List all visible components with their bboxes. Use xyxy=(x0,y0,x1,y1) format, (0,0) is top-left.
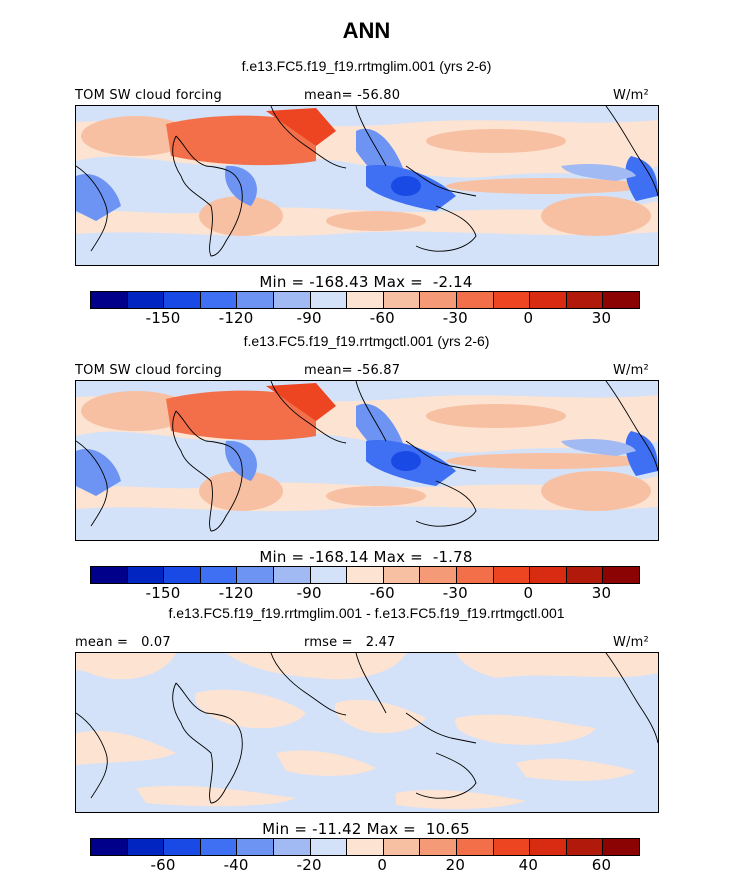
colorbar-tick-label: -120 xyxy=(218,309,254,327)
colorbar-swatch xyxy=(91,567,128,583)
panel-3-contour-field xyxy=(76,653,658,812)
colorbar-swatch xyxy=(127,292,165,308)
colorbar-tick-label: -60 xyxy=(369,309,395,327)
colorbar-tick-label: -60 xyxy=(369,584,395,602)
panel-1-minmax: Min = -168.43 Max = -2.14 xyxy=(259,273,473,291)
colorbar-swatch xyxy=(164,839,201,855)
panel-2-mean-label: mean= -56.87 xyxy=(304,363,401,378)
colorbar-swatch xyxy=(310,292,348,308)
colorbar-swatch xyxy=(347,567,384,583)
panel-1-title: f.e13.FC5.f19_f19.rrtmglim.001 (yrs 2-6) xyxy=(241,58,492,74)
colorbar-tick-label: -30 xyxy=(442,584,468,602)
colorbar-swatch xyxy=(127,839,165,855)
colorbar-tick-label: -60 xyxy=(150,856,176,874)
colorbar-swatch xyxy=(91,292,128,308)
colorbar-tick-label: -150 xyxy=(145,584,181,602)
colorbar-swatch xyxy=(420,839,457,855)
colorbar-swatch xyxy=(493,839,531,855)
colorbar-swatch xyxy=(530,292,567,308)
colorbar-swatch xyxy=(566,567,604,583)
colorbar-swatch xyxy=(347,292,384,308)
colorbar-tick-label: 0 xyxy=(377,856,388,874)
panel-2-title: f.e13.FC5.f19_f19.rrtmgctl.001 (yrs 2-6) xyxy=(243,333,490,349)
colorbar-swatch xyxy=(310,567,348,583)
colorbar-swatch xyxy=(164,567,201,583)
colorbar-swatch xyxy=(420,567,457,583)
panel-3-rmse-label: rmse = 2.47 xyxy=(304,635,396,650)
colorbar-swatch xyxy=(164,292,201,308)
colorbar-swatch xyxy=(237,839,274,855)
colorbar-swatch xyxy=(603,567,639,583)
colorbar-tick-label: -120 xyxy=(218,584,254,602)
colorbar-tick-label: 60 xyxy=(591,856,612,874)
panel-3-map xyxy=(75,652,659,813)
panel-3-colorbar xyxy=(90,838,640,856)
colorbar-swatch xyxy=(603,292,639,308)
panel-1-units: W/m² xyxy=(613,88,649,103)
colorbar-swatch xyxy=(493,292,531,308)
colorbar-tick-label: 0 xyxy=(523,584,534,602)
colorbar-swatch xyxy=(347,839,384,855)
colorbar-swatch xyxy=(237,292,274,308)
panel-1-map xyxy=(75,105,659,266)
colorbar-swatch xyxy=(530,839,567,855)
colorbar-tick-label: -40 xyxy=(223,856,249,874)
colorbar-tick-label: -90 xyxy=(296,309,322,327)
colorbar-swatch xyxy=(200,567,238,583)
panel-2-field-label: TOM SW cloud forcing xyxy=(75,363,222,378)
panel-2-map xyxy=(75,380,659,541)
colorbar-tick-label: -20 xyxy=(296,856,322,874)
panel-3-title: f.e13.FC5.f19_f19.rrtmglim.001 - f.e13.F… xyxy=(168,605,565,621)
colorbar-swatch xyxy=(237,567,274,583)
figure-title: ANN xyxy=(342,18,391,43)
colorbar-swatch xyxy=(530,567,567,583)
colorbar-tick-label: -150 xyxy=(145,309,181,327)
colorbar-swatch xyxy=(273,292,311,308)
colorbar-swatch xyxy=(200,839,238,855)
panel-2-colorbar-ticks: -150 -120 -90 -60 -30 0 30 xyxy=(90,584,640,604)
colorbar-tick-label: -30 xyxy=(442,309,468,327)
panel-1-mean-label: mean= -56.80 xyxy=(304,88,401,103)
colorbar-swatch xyxy=(200,292,238,308)
colorbar-swatch xyxy=(603,839,639,855)
panel-2-colorbar xyxy=(90,566,640,584)
colorbar-swatch xyxy=(456,567,494,583)
colorbar-swatch xyxy=(273,567,311,583)
colorbar-swatch xyxy=(383,839,421,855)
colorbar-swatch xyxy=(456,292,494,308)
colorbar-swatch xyxy=(127,567,165,583)
colorbar-tick-label: 30 xyxy=(591,584,612,602)
colorbar-swatch xyxy=(91,839,128,855)
colorbar-tick-label: 20 xyxy=(445,856,466,874)
colorbar-swatch xyxy=(383,292,421,308)
panel-2-units: W/m² xyxy=(613,363,649,378)
colorbar-swatch xyxy=(456,839,494,855)
colorbar-tick-label: -90 xyxy=(296,584,322,602)
colorbar-tick-label: 0 xyxy=(523,309,534,327)
panel-3-colorbar-ticks: -60 -40 -20 0 20 40 60 xyxy=(90,856,640,876)
panel-1-field-label: TOM SW cloud forcing xyxy=(75,88,222,103)
colorbar-swatch xyxy=(566,292,604,308)
panel-2-contour-field xyxy=(76,381,658,540)
panel-2-minmax: Min = -168.14 Max = -1.78 xyxy=(259,548,473,566)
colorbar-swatch xyxy=(383,567,421,583)
colorbar-swatch xyxy=(273,839,311,855)
panel-1-colorbar-ticks: -150 -120 -90 -60 -30 0 30 xyxy=(90,309,640,329)
colorbar-swatch xyxy=(310,839,348,855)
colorbar-tick-label: 40 xyxy=(518,856,539,874)
panel-1-contour-field xyxy=(76,106,658,265)
colorbar-swatch xyxy=(493,567,531,583)
colorbar-swatch xyxy=(420,292,457,308)
panel-3-units: W/m² xyxy=(613,635,649,650)
panel-3-minmax: Min = -11.42 Max = 10.65 xyxy=(262,820,470,838)
panel-1-colorbar xyxy=(90,291,640,309)
colorbar-swatch xyxy=(566,839,604,855)
colorbar-tick-label: 30 xyxy=(591,309,612,327)
panel-3-mean-label: mean = 0.07 xyxy=(75,635,171,650)
